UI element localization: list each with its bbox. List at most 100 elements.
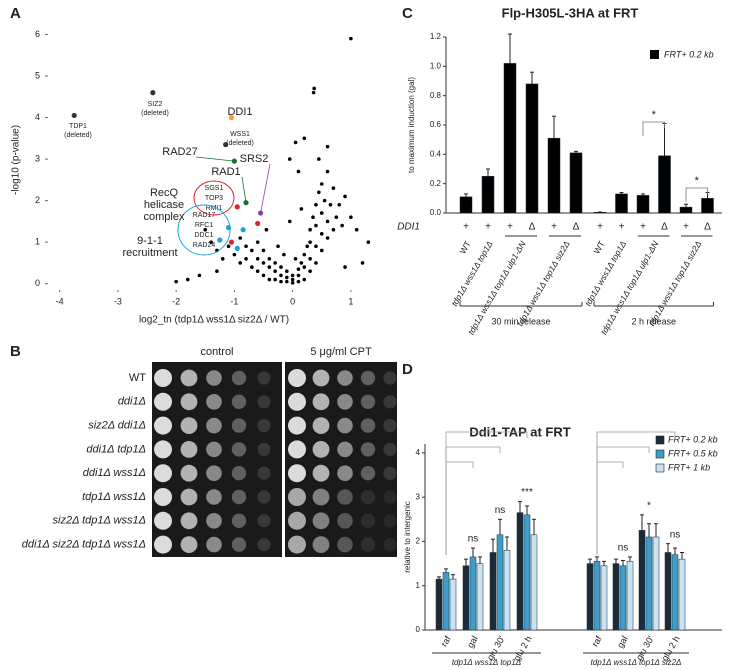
significance-bracket xyxy=(685,187,708,202)
point xyxy=(302,252,307,257)
highlight-label: DDI1 xyxy=(227,106,252,118)
point xyxy=(311,215,315,220)
colony-spot xyxy=(360,394,376,409)
panel-label: D xyxy=(402,361,413,378)
colony-spot xyxy=(383,514,397,528)
x-tick-label: 1 xyxy=(348,296,353,306)
colony-spot xyxy=(312,441,330,458)
point xyxy=(325,169,330,174)
point xyxy=(261,248,266,253)
panel-label: A xyxy=(10,5,21,22)
bar xyxy=(645,536,653,631)
colony-spot xyxy=(231,442,247,457)
highlight-point xyxy=(150,90,156,96)
point xyxy=(296,279,301,284)
strain-label: tdp1Δ wss1Δ xyxy=(82,491,146,503)
genotype: + xyxy=(683,222,689,233)
strain-label: ddi1Δ xyxy=(118,396,146,408)
colony-spot xyxy=(154,488,172,506)
colony-spot xyxy=(288,535,306,554)
colony-spot xyxy=(231,466,247,481)
significance-bracket xyxy=(642,121,665,136)
bar xyxy=(442,572,450,631)
condition-label: 5 μg/ml CPT xyxy=(310,346,372,358)
point xyxy=(203,227,208,232)
bar xyxy=(679,206,693,214)
spot-assay: control 5 μg/ml CPT xyxy=(152,346,397,557)
colony-spot xyxy=(206,417,222,434)
significance-bracket xyxy=(596,431,676,555)
bar xyxy=(503,63,517,214)
point xyxy=(290,277,295,282)
point xyxy=(308,256,312,261)
genotype: + xyxy=(507,222,513,233)
y-tick-label: 5 xyxy=(35,70,40,80)
point xyxy=(314,261,318,265)
colony-spot xyxy=(206,513,222,529)
bar xyxy=(516,512,524,631)
bar xyxy=(638,530,646,631)
significance-label: ns xyxy=(495,505,506,516)
colony-spot xyxy=(383,395,397,409)
bar xyxy=(652,536,660,631)
colony-spot xyxy=(257,442,271,456)
bar xyxy=(469,556,477,631)
point xyxy=(296,273,301,278)
bar xyxy=(569,152,583,214)
y-tick-label: 1.0 xyxy=(430,61,442,70)
strain-label: siz2Δ tdp1Δ wss1Δ xyxy=(53,515,146,527)
highlight-point xyxy=(234,245,240,251)
legend-label: FRT+ 0.5 kb xyxy=(668,448,718,458)
colony-spot xyxy=(337,394,353,410)
colony-spot xyxy=(337,370,353,386)
point xyxy=(325,144,330,149)
colony-spot xyxy=(154,416,172,435)
point xyxy=(290,273,295,278)
point xyxy=(285,269,289,274)
colony-spot xyxy=(312,393,330,411)
colony-spot xyxy=(288,464,306,483)
colony-spot xyxy=(360,370,376,386)
point xyxy=(317,157,321,161)
colony-spot xyxy=(337,465,353,482)
point xyxy=(255,240,260,244)
point xyxy=(290,281,295,285)
highlight-label: RAD27 xyxy=(162,146,197,158)
significance-label: * xyxy=(647,500,651,511)
highlight-label: SIZ2 xyxy=(148,101,163,108)
bar xyxy=(459,196,473,214)
highlight-label: RAD17 xyxy=(193,212,216,219)
group-circle xyxy=(177,204,231,256)
point xyxy=(302,265,307,269)
point xyxy=(305,244,309,249)
point xyxy=(343,265,347,269)
colony-spot xyxy=(231,394,247,409)
highlight-label: WSS1 xyxy=(230,131,250,138)
colony-spot xyxy=(383,466,397,480)
colony-spot xyxy=(154,440,172,459)
point xyxy=(299,261,304,265)
y-tick-label: 2 xyxy=(35,195,40,205)
genotype: + xyxy=(551,222,557,233)
highlight-label: TDP1 xyxy=(69,123,87,130)
x-tick-label: -1 xyxy=(230,296,238,306)
y-tick-label: 0.4 xyxy=(430,149,442,158)
y-tick-label: 4 xyxy=(35,112,40,122)
bar xyxy=(525,83,539,214)
x-tick-label: -4 xyxy=(56,296,64,306)
bar xyxy=(619,565,627,631)
group-label: RecQ xyxy=(150,187,179,199)
highlight-label: RMI1 xyxy=(206,205,223,212)
point xyxy=(238,236,243,240)
highlight-point xyxy=(223,141,229,148)
chart-title: Flp-H305L-3HA at FRT xyxy=(502,5,639,20)
leader-line xyxy=(260,163,271,214)
y-tick-label: 0.2 xyxy=(430,179,442,188)
point xyxy=(325,219,330,224)
point xyxy=(279,273,283,278)
colony-spot xyxy=(257,395,271,409)
bar xyxy=(476,563,484,631)
colony-spot xyxy=(257,419,271,433)
significance-label: * xyxy=(695,175,700,187)
strain-label: ddi1Δ tdp1Δ xyxy=(86,443,146,455)
